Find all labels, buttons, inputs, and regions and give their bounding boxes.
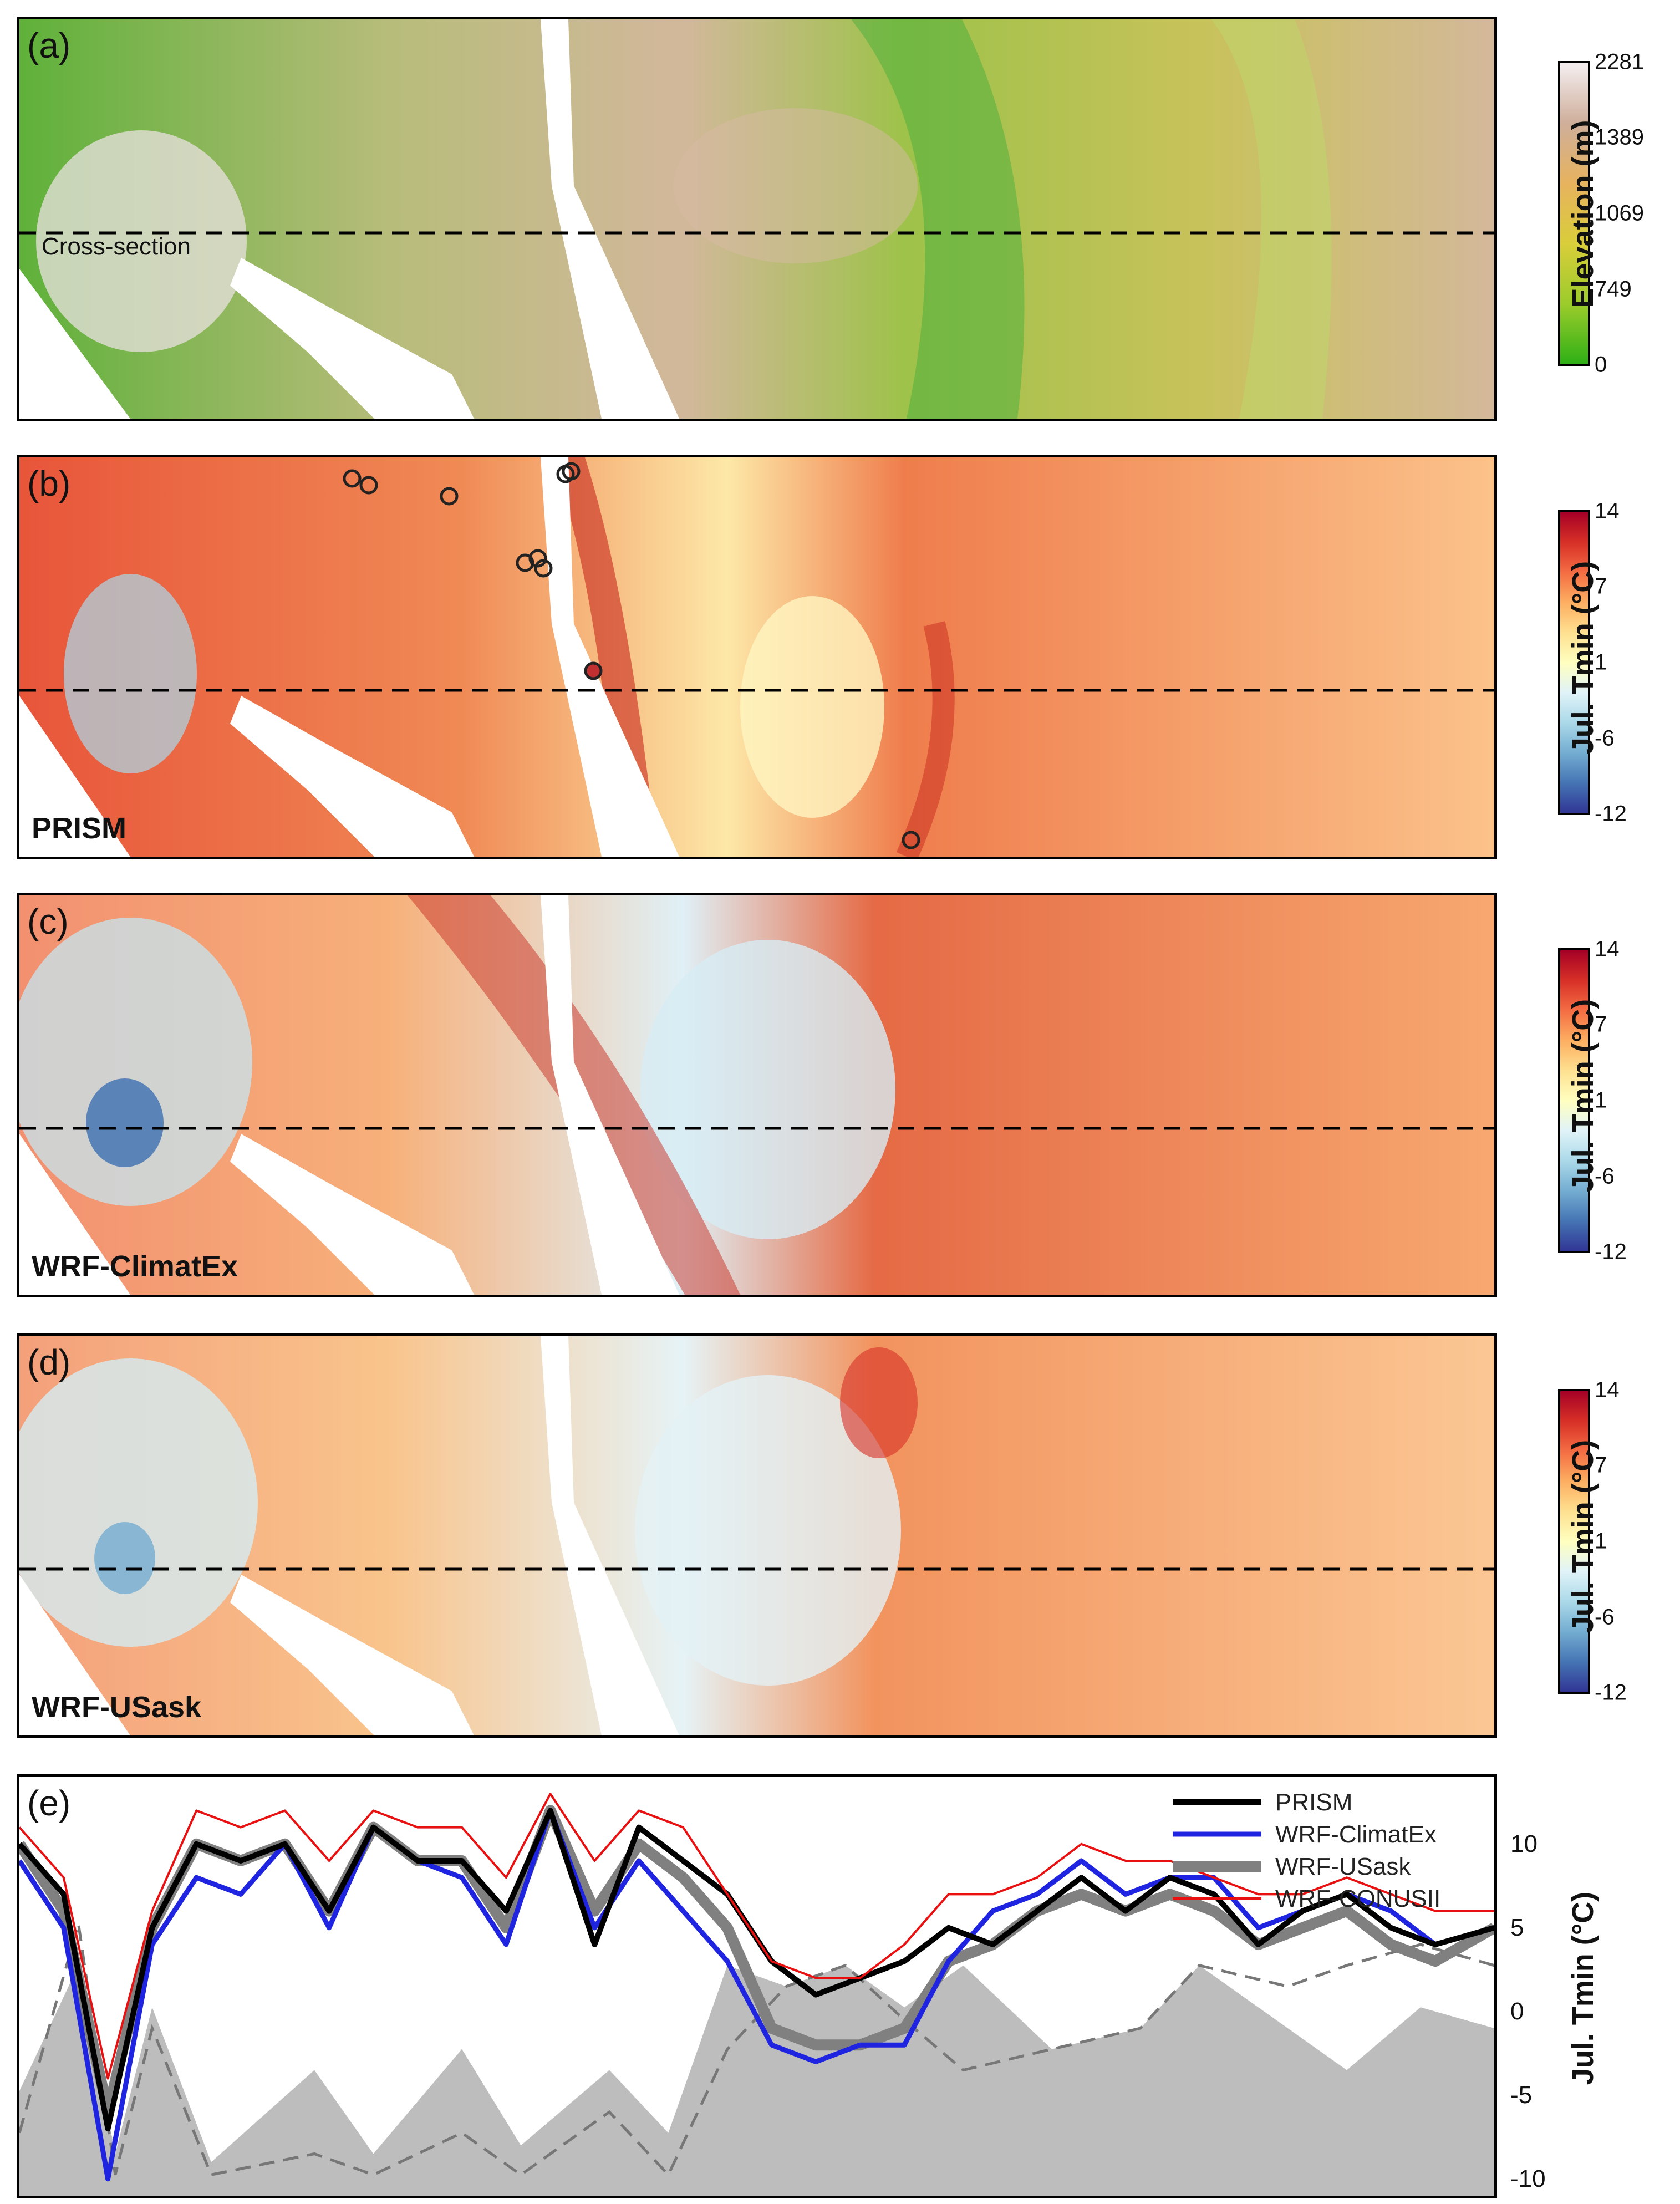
wrf-usask-map-panel: (d) WRF-USask: [17, 1333, 1497, 1738]
panel-c-label: (c): [27, 902, 69, 941]
tmin-colorbar-d: [1558, 1389, 1590, 1694]
cb-b-title: Jul. Tmin (°C): [1566, 561, 1600, 755]
cross-section-chart-panel: PRISM WRF-ClimatEx WRF-USask WRF-CONUSII (e…: [17, 1774, 1497, 2198]
chart-e-ylabel: Jul. Tmin (°C): [1566, 1891, 1600, 2085]
cb-b-tick-0: 14: [1595, 498, 1620, 523]
cb-a-title: Elevation (m): [1566, 120, 1600, 308]
panel-d-label: (d): [27, 1342, 71, 1382]
cross-section-label: Cross-section: [42, 233, 191, 260]
legend-label-wrf-climatex: WRF-ClimatEx: [1275, 1821, 1437, 1848]
prism-map: [19, 457, 1494, 857]
legend-label-prism: PRISM: [1275, 1789, 1352, 1816]
legend-label-wrf-usask: WRF-USask: [1275, 1853, 1411, 1880]
cb-a-tick-4: 0: [1595, 352, 1607, 377]
series-line-wrf-climatex: [19, 1808, 1494, 2182]
wrf-climatex-map: [19, 895, 1494, 1295]
cb-d-tick-1: 7: [1595, 1453, 1607, 1478]
cb-a-tick-3: 749: [1595, 277, 1632, 302]
cb-c-title: Jul. Tmin (°C): [1566, 999, 1600, 1193]
tmin-colorbar-b: [1558, 510, 1590, 815]
elevation-map-panel: (a) Cross-section: [17, 17, 1497, 421]
cb-a-tick-0: 2281: [1595, 49, 1644, 74]
cb-d-tick-3: -6: [1595, 1605, 1615, 1630]
cb-a-tick-2: 1069: [1595, 201, 1644, 226]
station-markers: [343, 462, 920, 849]
cb-a-tick-1: 1389: [1595, 125, 1644, 150]
terrain-profile: [19, 1923, 1494, 2196]
y-tick-label: 0: [1510, 1997, 1524, 2025]
elevation-colorbar: [1558, 61, 1590, 366]
chart-legend: PRISM WRF-ClimatEx WRF-USask WRF-CONUSII: [1173, 1789, 1440, 1912]
cb-c-tick-2: 1: [1595, 1088, 1607, 1113]
panel-b-model: PRISM: [32, 812, 127, 845]
y-tick-label: -5: [1510, 2081, 1533, 2109]
cb-b-tick-4: -12: [1595, 801, 1627, 826]
cb-c-tick-4: -12: [1595, 1239, 1627, 1264]
cb-c-tick-1: 7: [1595, 1012, 1607, 1037]
cross-section-chart: PRISM WRF-ClimatEx WRF-USask WRF-CONUSII: [19, 1789, 1494, 2196]
panel-d-model: WRF-USask: [32, 1691, 202, 1724]
series-line-wrf-conusii: [19, 1793, 1494, 2080]
tmin-colorbar-c: [1558, 948, 1590, 1253]
panel-a-label: (a): [27, 26, 71, 65]
elevation-map: [19, 19, 1494, 419]
y-tick-label: 5: [1510, 1913, 1524, 1941]
y-tick-label: 10: [1510, 1830, 1538, 1857]
panel-b-label: (b): [27, 464, 71, 503]
panel-e-label: (e): [27, 1783, 71, 1823]
cb-d-tick-2: 1: [1595, 1529, 1607, 1554]
wrf-climatex-map-panel: (c) WRF-ClimatEx: [17, 893, 1497, 1297]
cb-d-title: Jul. Tmin (°C): [1566, 1439, 1600, 1633]
wrf-usask-map: [19, 1336, 1494, 1735]
prism-map-panel: (b) PRISM: [17, 455, 1497, 859]
cb-b-tick-2: 1: [1595, 650, 1607, 675]
cb-d-tick-0: 14: [1595, 1377, 1620, 1402]
cb-b-tick-3: -6: [1595, 726, 1615, 751]
legend-label-wrf-conusii: WRF-CONUSII: [1275, 1885, 1440, 1912]
panel-c-model: WRF-ClimatEx: [32, 1250, 238, 1283]
cb-b-tick-1: 7: [1595, 574, 1607, 599]
cb-d-tick-4: -12: [1595, 1680, 1627, 1705]
cb-c-tick-3: -6: [1595, 1164, 1615, 1189]
cb-c-tick-0: 14: [1595, 936, 1620, 961]
y-tick-label: -10: [1510, 2165, 1546, 2192]
